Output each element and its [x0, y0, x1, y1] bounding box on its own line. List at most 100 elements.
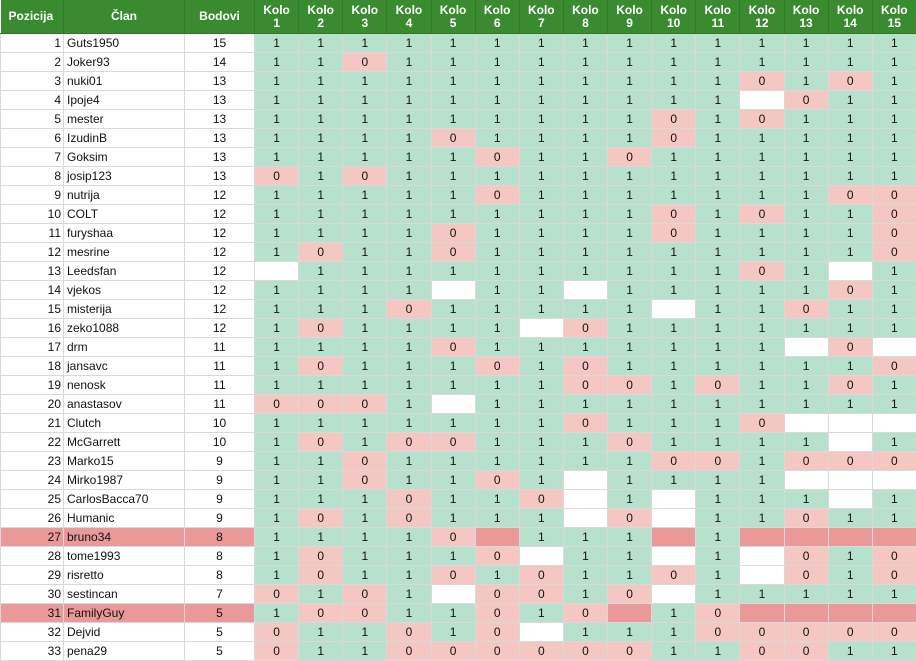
round-result-cell[interactable]: 1	[696, 357, 740, 376]
round-result-cell[interactable]: 1	[431, 148, 475, 167]
round-result-cell[interactable]: 1	[387, 566, 431, 585]
round-result-cell[interactable]	[563, 281, 607, 300]
round-result-cell[interactable]: 0	[872, 205, 916, 224]
round-result-cell[interactable]: 0	[387, 623, 431, 642]
round-result-cell[interactable]: 1	[784, 243, 828, 262]
round-result-cell[interactable]: 0	[784, 547, 828, 566]
points-cell[interactable]: 13	[185, 167, 255, 186]
round-result-cell[interactable]: 1	[652, 338, 696, 357]
round-result-cell[interactable]: 1	[828, 110, 872, 129]
round-result-cell[interactable]: 1	[343, 357, 387, 376]
round-result-cell[interactable]: 1	[563, 224, 607, 243]
round-result-cell[interactable]: 1	[696, 642, 740, 661]
points-cell[interactable]: 10	[185, 433, 255, 452]
round-result-cell[interactable]: 1	[563, 243, 607, 262]
points-cell[interactable]: 12	[185, 205, 255, 224]
round-result-cell[interactable]: 1	[475, 110, 519, 129]
round-result-cell[interactable]: 1	[255, 319, 299, 338]
round-result-cell[interactable]: 1	[740, 452, 784, 471]
round-result-cell[interactable]: 0	[387, 490, 431, 509]
position-cell[interactable]: 16	[1, 319, 64, 338]
points-cell[interactable]: 12	[185, 281, 255, 300]
round-result-cell[interactable]: 1	[563, 34, 607, 53]
position-cell[interactable]: 29	[1, 566, 64, 585]
member-name-cell[interactable]: Mirko1987	[64, 471, 185, 490]
round-result-cell[interactable]: 0	[828, 376, 872, 395]
round-result-cell[interactable]: 1	[519, 224, 563, 243]
round-result-cell[interactable]: 1	[255, 414, 299, 433]
round-result-cell[interactable]: 1	[387, 338, 431, 357]
round-result-cell[interactable]: 1	[475, 509, 519, 528]
round-result-cell[interactable]: 1	[696, 186, 740, 205]
round-result-cell[interactable]: 0	[475, 186, 519, 205]
round-result-cell[interactable]: 1	[696, 53, 740, 72]
round-result-cell[interactable]: 0	[608, 376, 652, 395]
round-result-cell[interactable]: 1	[563, 148, 607, 167]
round-result-cell[interactable]: 1	[475, 129, 519, 148]
round-result-cell[interactable]: 1	[696, 167, 740, 186]
round-result-cell[interactable]: 1	[519, 53, 563, 72]
round-result-cell[interactable]: 1	[343, 205, 387, 224]
round-result-cell[interactable]	[652, 585, 696, 604]
round-result-cell[interactable]: 0	[608, 148, 652, 167]
points-cell[interactable]: 12	[185, 300, 255, 319]
round-result-cell[interactable]: 0	[431, 528, 475, 547]
round-result-cell[interactable]	[784, 604, 828, 623]
position-cell[interactable]: 8	[1, 167, 64, 186]
round-result-cell[interactable]: 0	[784, 566, 828, 585]
points-cell[interactable]: 13	[185, 148, 255, 167]
round-result-cell[interactable]: 0	[255, 395, 299, 414]
round-result-cell[interactable]: 0	[431, 224, 475, 243]
member-name-cell[interactable]: Humanic	[64, 509, 185, 528]
round-result-cell[interactable]	[872, 528, 916, 547]
round-result-cell[interactable]: 1	[519, 395, 563, 414]
points-cell[interactable]: 11	[185, 357, 255, 376]
round-result-cell[interactable]: 1	[255, 186, 299, 205]
round-result-cell[interactable]: 1	[872, 585, 916, 604]
round-result-cell[interactable]: 1	[563, 395, 607, 414]
round-result-cell[interactable]	[563, 471, 607, 490]
round-result-cell[interactable]: 1	[299, 452, 343, 471]
round-result-cell[interactable]: 1	[343, 72, 387, 91]
round-result-cell[interactable]: 1	[784, 224, 828, 243]
points-cell[interactable]: 12	[185, 243, 255, 262]
round-result-cell[interactable]: 1	[608, 224, 652, 243]
round-result-cell[interactable]: 1	[343, 490, 387, 509]
round-result-cell[interactable]: 1	[784, 376, 828, 395]
round-result-cell[interactable]: 1	[387, 72, 431, 91]
round-result-cell[interactable]: 1	[431, 414, 475, 433]
round-result-cell[interactable]: 1	[563, 452, 607, 471]
round-result-cell[interactable]: 0	[387, 433, 431, 452]
round-result-cell[interactable]: 1	[872, 72, 916, 91]
round-result-cell[interactable]: 1	[299, 262, 343, 281]
position-cell[interactable]: 12	[1, 243, 64, 262]
round-result-cell[interactable]: 0	[872, 224, 916, 243]
round-result-cell[interactable]: 1	[740, 509, 784, 528]
round-result-cell[interactable]: 0	[343, 167, 387, 186]
round-result-cell[interactable]: 1	[431, 319, 475, 338]
round-result-cell[interactable]: 1	[387, 604, 431, 623]
round-result-cell[interactable]: 1	[652, 53, 696, 72]
round-result-cell[interactable]: 1	[255, 566, 299, 585]
round-result-cell[interactable]	[828, 414, 872, 433]
round-result-cell[interactable]: 1	[343, 224, 387, 243]
round-result-cell[interactable]: 1	[652, 91, 696, 110]
round-result-cell[interactable]: 1	[740, 224, 784, 243]
round-result-cell[interactable]: 1	[343, 110, 387, 129]
points-cell[interactable]: 8	[185, 547, 255, 566]
round-result-cell[interactable]: 1	[608, 338, 652, 357]
round-result-cell[interactable]: 1	[387, 395, 431, 414]
points-cell[interactable]: 11	[185, 376, 255, 395]
round-result-cell[interactable]: 1	[431, 34, 475, 53]
round-result-cell[interactable]: 1	[519, 604, 563, 623]
round-result-cell[interactable]	[652, 490, 696, 509]
round-result-cell[interactable]: 1	[431, 604, 475, 623]
round-result-cell[interactable]: 1	[563, 528, 607, 547]
round-result-cell[interactable]: 1	[563, 566, 607, 585]
round-result-cell[interactable]: 0	[431, 433, 475, 452]
